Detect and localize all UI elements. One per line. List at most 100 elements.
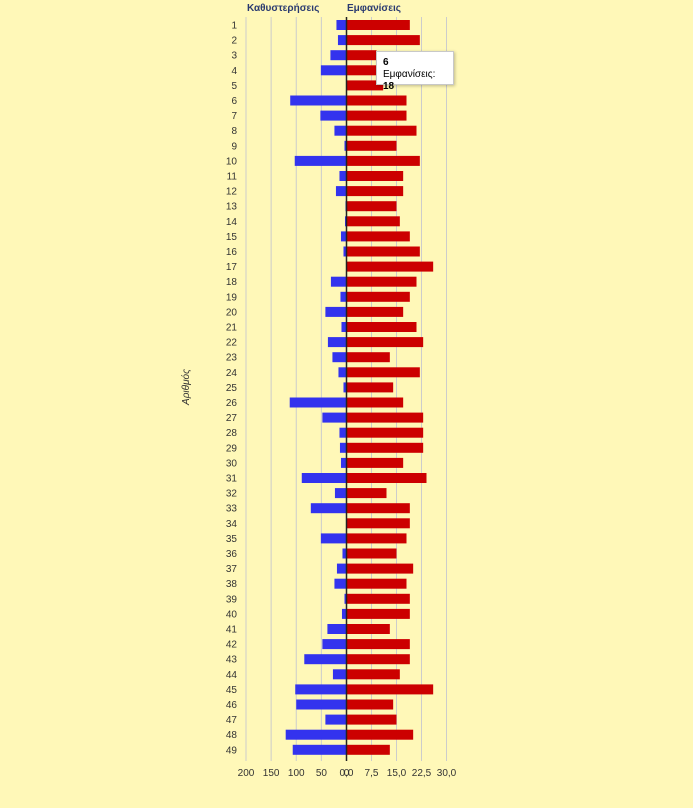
bar-right-23[interactable] bbox=[346, 352, 390, 363]
bar-left-15[interactable] bbox=[340, 231, 347, 242]
bar-left-23[interactable] bbox=[332, 352, 347, 363]
bar-left-37[interactable] bbox=[336, 563, 347, 574]
bar-left-27[interactable] bbox=[322, 412, 347, 423]
bar-right-11[interactable] bbox=[346, 171, 404, 181]
bar-right-39[interactable] bbox=[346, 593, 410, 604]
category-label-42: 42 bbox=[226, 640, 238, 651]
bar-right-48[interactable] bbox=[346, 729, 414, 740]
bar-right-13[interactable] bbox=[346, 201, 397, 212]
x-tick-label-right: 0,0 bbox=[340, 768, 354, 779]
bar-right-9[interactable] bbox=[346, 140, 397, 151]
bar-right-28[interactable] bbox=[346, 427, 424, 438]
bar-right-34[interactable] bbox=[346, 518, 410, 529]
bar-left-2[interactable] bbox=[337, 35, 347, 46]
bar-right-18[interactable] bbox=[346, 276, 417, 287]
bar-right-37[interactable] bbox=[346, 563, 414, 574]
bar-left-9[interactable] bbox=[344, 140, 347, 151]
bar-left-12[interactable] bbox=[335, 186, 347, 197]
bar-left-22[interactable] bbox=[327, 337, 347, 348]
bar-right-7[interactable] bbox=[346, 110, 407, 121]
bar-right-49[interactable] bbox=[346, 744, 390, 755]
bar-left-30[interactable] bbox=[340, 457, 347, 468]
bar-left-16[interactable] bbox=[343, 246, 347, 257]
bar-left-19[interactable] bbox=[340, 291, 347, 302]
bar-right-6[interactable] bbox=[346, 95, 407, 106]
bar-left-39[interactable] bbox=[344, 593, 347, 604]
bar-left-35[interactable] bbox=[320, 533, 347, 544]
bar-left-20[interactable] bbox=[325, 306, 347, 317]
bar-left-3[interactable] bbox=[330, 50, 347, 61]
bar-left-43[interactable] bbox=[304, 654, 347, 665]
tooltip-value: 18 bbox=[383, 81, 395, 92]
bar-left-26[interactable] bbox=[289, 397, 347, 408]
bar-right-35[interactable] bbox=[346, 533, 407, 544]
bar-right-14[interactable] bbox=[346, 216, 400, 227]
bar-right-8[interactable] bbox=[346, 125, 417, 136]
bar-right-43[interactable] bbox=[346, 654, 410, 665]
bar-left-36[interactable] bbox=[342, 548, 347, 559]
bar-right-46[interactable] bbox=[346, 699, 394, 710]
bar-left-32[interactable] bbox=[334, 488, 347, 499]
bar-right-44[interactable] bbox=[346, 669, 400, 680]
bar-right-12[interactable] bbox=[346, 186, 404, 197]
bar-right-45[interactable] bbox=[346, 684, 434, 695]
bar-right-15[interactable] bbox=[346, 231, 410, 242]
bar-left-47[interactable] bbox=[325, 714, 347, 725]
bar-right-24[interactable] bbox=[346, 367, 420, 378]
bar-right-20[interactable] bbox=[346, 306, 404, 317]
bar-right-41[interactable] bbox=[346, 624, 390, 634]
bar-right-26[interactable] bbox=[346, 397, 404, 408]
bar-right-2[interactable] bbox=[346, 35, 420, 46]
bar-right-38[interactable] bbox=[346, 578, 407, 589]
bar-left-46[interactable] bbox=[296, 699, 347, 710]
bar-right-40[interactable] bbox=[346, 608, 410, 619]
bar-left-14[interactable] bbox=[344, 216, 347, 227]
bar-right-25[interactable] bbox=[346, 382, 394, 393]
bar-left-44[interactable] bbox=[332, 669, 347, 680]
bar-left-7[interactable] bbox=[320, 110, 347, 121]
bar-left-33[interactable] bbox=[310, 503, 347, 514]
bar-left-29[interactable] bbox=[339, 442, 347, 453]
bar-left-8[interactable] bbox=[334, 125, 347, 136]
category-label-47: 47 bbox=[226, 715, 238, 726]
bar-right-30[interactable] bbox=[346, 457, 404, 468]
bar-left-10[interactable] bbox=[294, 155, 347, 166]
bar-right-21[interactable] bbox=[346, 322, 417, 332]
bar-left-31[interactable] bbox=[301, 473, 347, 483]
bar-right-16[interactable] bbox=[346, 246, 420, 257]
bar-right-29[interactable] bbox=[346, 442, 424, 453]
bar-right-22[interactable] bbox=[346, 337, 424, 348]
category-label-26: 26 bbox=[226, 398, 238, 409]
bar-left-18[interactable] bbox=[330, 276, 347, 287]
bar-right-5[interactable] bbox=[346, 80, 384, 91]
bar-right-10[interactable] bbox=[346, 155, 420, 166]
bar-right-1[interactable] bbox=[346, 20, 410, 30]
bar-left-45[interactable] bbox=[295, 684, 347, 695]
bar-right-4[interactable] bbox=[346, 65, 400, 76]
bar-right-17[interactable] bbox=[346, 261, 434, 272]
bar-right-32[interactable] bbox=[346, 488, 387, 499]
bar-left-1[interactable] bbox=[336, 20, 347, 30]
bar-right-36[interactable] bbox=[346, 548, 397, 559]
bar-left-21[interactable] bbox=[341, 322, 347, 332]
bar-right-42[interactable] bbox=[346, 639, 410, 650]
bar-right-27[interactable] bbox=[346, 412, 424, 423]
category-label-7: 7 bbox=[231, 111, 237, 122]
bar-left-42[interactable] bbox=[322, 639, 347, 650]
bar-left-24[interactable] bbox=[338, 367, 347, 378]
bar-left-25[interactable] bbox=[343, 382, 347, 393]
bar-right-33[interactable] bbox=[346, 503, 410, 514]
bar-left-40[interactable] bbox=[341, 608, 347, 619]
bar-left-28[interactable] bbox=[339, 427, 347, 438]
bar-right-19[interactable] bbox=[346, 291, 410, 302]
bar-left-41[interactable] bbox=[327, 624, 347, 634]
bar-left-38[interactable] bbox=[334, 578, 347, 589]
bar-left-48[interactable] bbox=[285, 729, 347, 740]
bar-left-6[interactable] bbox=[290, 95, 347, 106]
bar-left-4[interactable] bbox=[320, 65, 347, 76]
bar-right-31[interactable] bbox=[346, 473, 427, 483]
bar-right-3[interactable] bbox=[346, 50, 377, 61]
bar-left-49[interactable] bbox=[292, 744, 347, 755]
bar-right-47[interactable] bbox=[346, 714, 397, 725]
bar-left-11[interactable] bbox=[339, 171, 347, 181]
